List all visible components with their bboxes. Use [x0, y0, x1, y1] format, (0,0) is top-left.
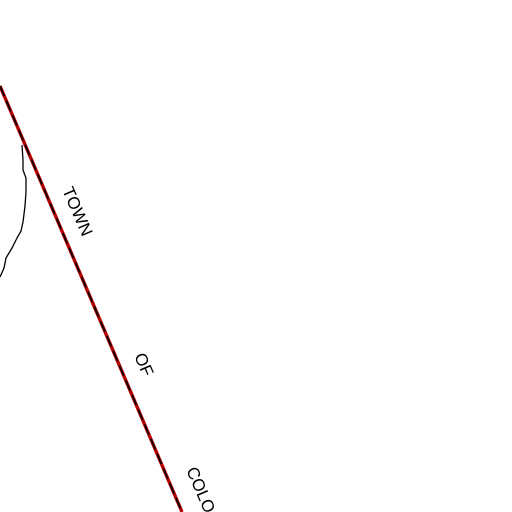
town-boundary-dashes: [0, 85, 183, 512]
contour-line: [0, 144, 27, 278]
